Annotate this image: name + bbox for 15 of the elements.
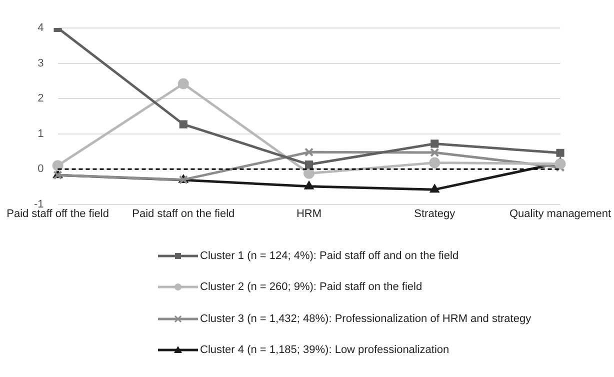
- y-tick-label: 2: [38, 92, 44, 105]
- x-tick-label: Strategy: [414, 208, 456, 220]
- y-tick-label: -1: [34, 198, 44, 210]
- y-tick-label: 0: [38, 163, 44, 176]
- legend-label: Cluster 3 (n = 1,432; 48%): Professionalization of HRM and strategy: [200, 312, 532, 325]
- x-tick-label: Paid staff on the field: [132, 208, 235, 220]
- x-tick-label: HRM: [296, 208, 322, 220]
- x-tick-label: Paid staff off the field: [6, 208, 109, 220]
- x-tick-label: Quality management: [510, 208, 611, 220]
- legend-label: Cluster 2 (n = 260; 9%): Paid staff on the field: [200, 281, 422, 294]
- legend-label: Cluster 4 (n = 1,185; 39%): Low professionalization: [200, 344, 450, 356]
- y-tick-label: 4: [38, 22, 44, 34]
- y-tick-label: 3: [38, 57, 44, 70]
- legend-label: Cluster 1 (n = 124; 4%): Paid staff off and on the field: [200, 250, 459, 262]
- y-tick-label: 1: [38, 128, 44, 140]
